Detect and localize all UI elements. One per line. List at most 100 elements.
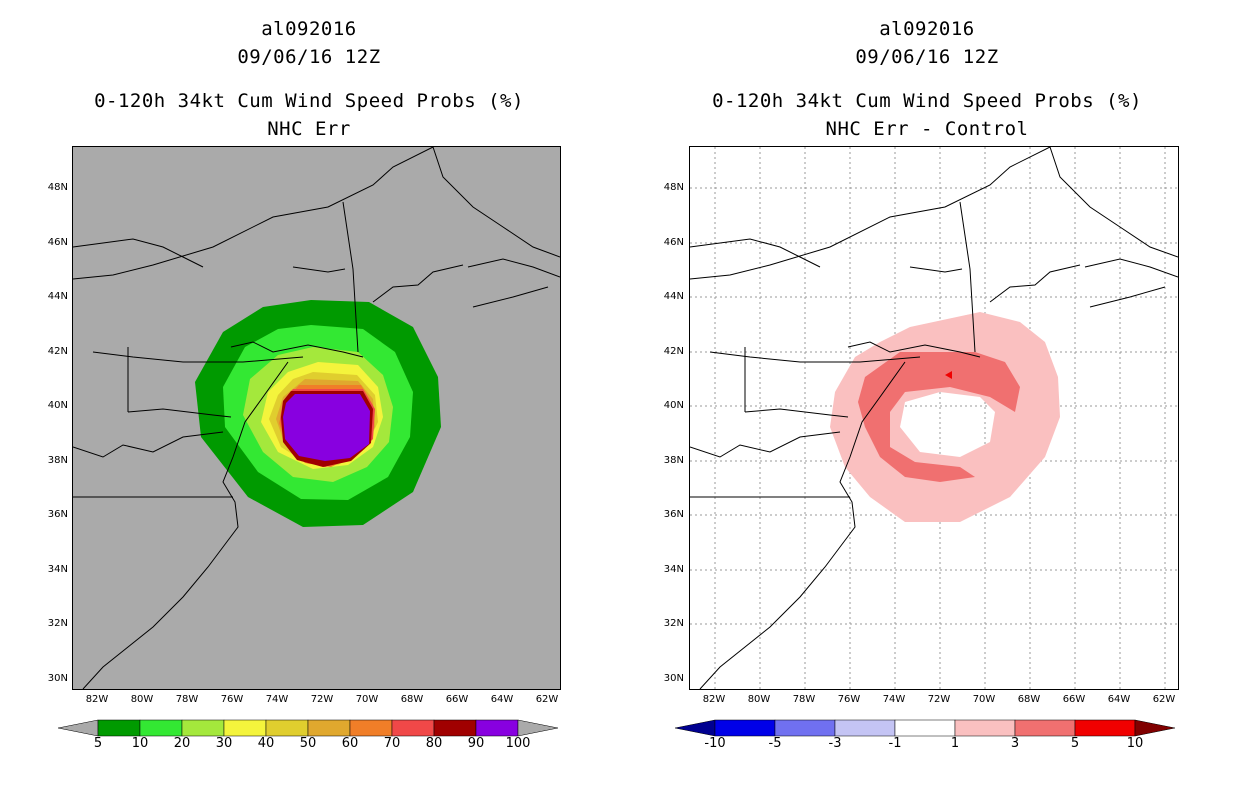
storm-id-title: al092016 (879, 18, 975, 40)
lon-label-70w: 70W (972, 694, 996, 705)
lon-label-82w: 82W (702, 694, 726, 705)
lat-label-44n: 44N (663, 291, 684, 302)
colorbar-swatch-4 (265, 719, 309, 737)
lon-label-64w: 64W (1107, 694, 1131, 705)
colorbar-label: 3 (1010, 736, 1020, 751)
right-panel: al092016 09/06/16 12Z 0-120h 34kt Cum Wi… (618, 0, 1236, 800)
colorbar-swatch-0 (714, 719, 776, 737)
time-title: 09/06/16 12Z (855, 46, 999, 68)
colorbar-label: 1 (950, 736, 960, 751)
lon-label-80w: 80W (130, 694, 154, 705)
left-panel: al092016 09/06/16 12Z 0-120h 34kt Cum Wi… (47, 18, 561, 751)
lon-label-68w: 68W (400, 694, 424, 705)
colorbar-label: 90 (467, 736, 485, 751)
lat-label-34n: 34N (47, 564, 68, 575)
difference-contours (830, 312, 1060, 522)
lon-label-74w: 74W (882, 694, 906, 705)
colorbar-swatch-6 (349, 719, 393, 737)
difference-colorbar (674, 718, 1176, 742)
colorbar-swatch-4 (954, 719, 1016, 737)
lat-label-38n: 38N (663, 455, 684, 466)
colorbar-swatch-2 (834, 719, 896, 737)
map-background (690, 147, 1178, 689)
lon-label-80w: 80W (747, 694, 771, 705)
lat-label-38n: 38N (47, 455, 68, 466)
lon-label-76w: 76W (220, 694, 244, 705)
lat-label-40n: 40N (663, 400, 684, 411)
lon-label-76w: 76W (837, 694, 861, 705)
lat-label-46n: 46N (47, 237, 68, 248)
colorbar-label: -5 (768, 736, 782, 751)
subtitle: NHC Err - Control (825, 118, 1029, 140)
lon-label-82w: 82W (85, 694, 109, 705)
lat-label-36n: 36N (663, 509, 684, 520)
lon-label-62w: 62W (1152, 694, 1176, 705)
lon-label-72w: 72W (310, 694, 334, 705)
colorbar-over-arrow (517, 719, 559, 737)
lat-label-48n: 48N (47, 182, 68, 193)
coastlines-and-borders (73, 147, 560, 689)
colorbar-swatch-3 (894, 719, 956, 737)
colorbar-swatches (674, 719, 1176, 737)
lon-label-70w: 70W (355, 694, 379, 705)
lat-label-46n: 46N (663, 237, 684, 248)
colorbar-swatch-0 (97, 719, 141, 737)
lon-label-62w: 62W (535, 694, 559, 705)
lon-label-66w: 66W (1062, 694, 1086, 705)
lon-label-68w: 68W (1017, 694, 1041, 705)
colorbar-swatch-1 (774, 719, 836, 737)
lon-label-72w: 72W (927, 694, 951, 705)
colorbar-label: -10 (704, 736, 726, 751)
colorbar-label: 5 (93, 736, 103, 751)
lat-label-30n: 30N (663, 673, 684, 684)
colorbar-swatch-9 (475, 719, 519, 737)
lon-label-78w: 78W (792, 694, 816, 705)
lat-label-30n: 30N (47, 673, 68, 684)
coastlines-and-borders (690, 147, 1178, 689)
colorbar-swatch-3 (223, 719, 267, 737)
colorbar-label: 80 (425, 736, 443, 751)
colorbar-swatch-8 (433, 719, 477, 737)
lon-label-74w: 74W (265, 694, 289, 705)
colorbar-swatch-2 (181, 719, 225, 737)
colorbar-label: 30 (215, 736, 233, 751)
colorbar-label: 20 (173, 736, 191, 751)
colorbar-label: 100 (505, 736, 531, 751)
lat-label-48n: 48N (663, 182, 684, 193)
lat-label-42n: 42N (663, 346, 684, 357)
colorbar-label: 10 (1126, 736, 1144, 751)
colorbar-swatch-6 (1074, 719, 1136, 737)
probability-colorbar (57, 718, 559, 742)
colorbar-swatch-7 (391, 719, 435, 737)
colorbar-label: 5 (1070, 736, 1080, 751)
colorbar-label: 50 (299, 736, 317, 751)
colorbar-label: -1 (888, 736, 902, 751)
subtitle: NHC Err (267, 118, 351, 140)
colorbar-label: 70 (383, 736, 401, 751)
colorbar-label: -3 (828, 736, 842, 751)
lat-label-36n: 36N (47, 509, 68, 520)
product-title: 0-120h 34kt Cum Wind Speed Probs (%) (712, 90, 1142, 112)
lon-label-78w: 78W (175, 694, 199, 705)
colorbar-under-arrow (674, 719, 716, 737)
lat-label-40n: 40N (47, 400, 68, 411)
colorbar-over-arrow (1134, 719, 1176, 737)
colorbar-swatch-5 (307, 719, 351, 737)
lat-label-34n: 34N (663, 564, 684, 575)
probability-map (72, 146, 561, 690)
colorbar-label: 40 (257, 736, 275, 751)
lat-label-44n: 44N (47, 291, 68, 302)
storm-id-title: al092016 (261, 18, 357, 40)
difference-map (689, 146, 1179, 690)
colorbar-under-arrow (57, 719, 99, 737)
lat-label-32n: 32N (663, 618, 684, 629)
lat-label-32n: 32N (47, 618, 68, 629)
lat-label-42n: 42N (47, 346, 68, 357)
colorbar-label: 10 (131, 736, 149, 751)
time-title: 09/06/16 12Z (237, 46, 381, 68)
lon-label-64w: 64W (490, 694, 514, 705)
lon-label-66w: 66W (445, 694, 469, 705)
colorbar-swatch-1 (139, 719, 183, 737)
product-title: 0-120h 34kt Cum Wind Speed Probs (%) (94, 90, 524, 112)
colorbar-swatches (57, 719, 559, 737)
